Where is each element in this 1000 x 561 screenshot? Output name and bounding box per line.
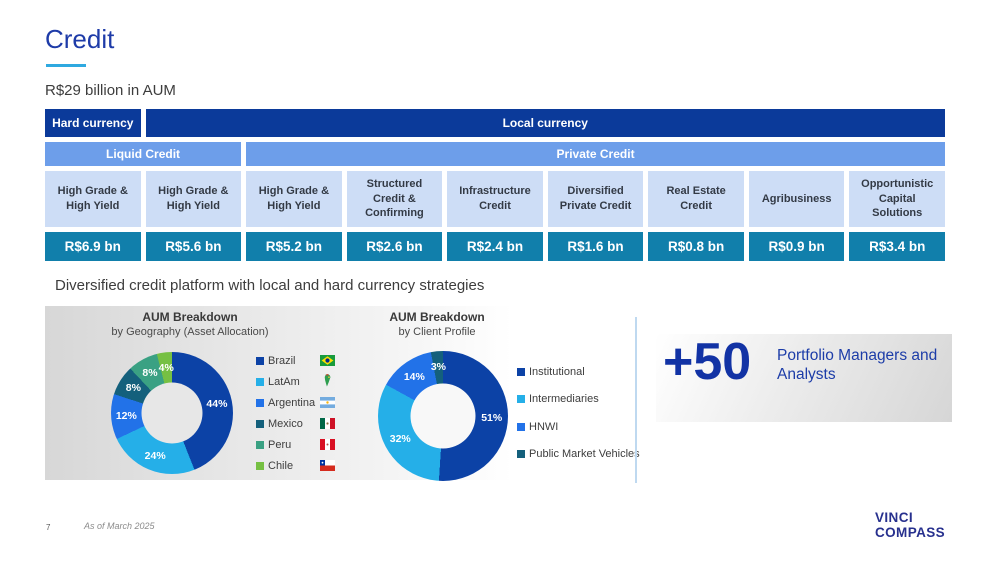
page-number: 7 <box>46 523 51 532</box>
legend-item: Intermediaries <box>517 393 640 405</box>
hard-currency-cell: Hard currency <box>45 109 141 137</box>
legend-item: Public Market Vehicles <box>517 448 640 460</box>
value-cell: R$1.6 bn <box>547 232 644 261</box>
chile-flag-icon <box>320 460 335 471</box>
chart-title: AUM Breakdown <box>389 310 485 324</box>
slice-label: 44% <box>206 398 228 411</box>
client-profile-legend: Institutional Intermediaries HNWI Public… <box>517 366 640 460</box>
value-cell: R$3.4 bn <box>849 232 945 261</box>
aum-headline: R$29 billion in AUM <box>45 82 176 99</box>
legend-swatch <box>517 395 525 403</box>
legend-item: Brazil <box>256 354 356 367</box>
legend-swatch <box>256 419 264 428</box>
legend-swatch <box>256 356 264 365</box>
highlight-number: +50 <box>663 333 752 391</box>
liquid-credit-cell: Liquid Credit <box>45 142 242 166</box>
vinci-compass-logo: VINCI COMPASS <box>875 510 945 540</box>
chart-subtitle: by Geography (Asset Allocation) <box>111 326 269 338</box>
legend-swatch <box>517 367 525 376</box>
aum-table: Hard currency Local currency Liquid Cred… <box>45 109 945 261</box>
slice-label: 14% <box>403 370 425 383</box>
latam-map-icon <box>324 374 331 387</box>
brazil-flag-icon <box>320 355 335 366</box>
legend-swatch <box>517 422 525 431</box>
category-cell: Agribusiness <box>748 171 845 227</box>
legend-item: Chile <box>256 459 356 472</box>
vertical-divider <box>635 317 637 483</box>
client-profile-donut-chart: 51% 32% 14% 3% <box>378 351 508 481</box>
private-credit-cell: Private Credit <box>246 142 945 166</box>
value-cell: R$5.6 bn <box>145 232 242 261</box>
as-of-note: As of March 2025 <box>84 521 155 531</box>
legend-swatch <box>256 440 264 449</box>
slice-label: 32% <box>389 433 411 446</box>
legend-label: Intermediaries <box>529 393 599 405</box>
page-title: Credit <box>45 24 115 54</box>
currency-row: Hard currency Local currency <box>45 109 945 137</box>
slice-label: 12% <box>115 409 137 422</box>
geography-donut-chart: 44% 24% 12% 8% 8% 4% <box>111 352 233 474</box>
legend-label: Mexico <box>268 417 303 430</box>
category-cell: Structured Credit & Confirming <box>346 171 443 227</box>
legend-label: Peru <box>268 438 292 451</box>
geography-chart-header: AUM Breakdown by Geography (Asset Alloca… <box>80 310 300 338</box>
chart-title: AUM Breakdown <box>142 310 238 324</box>
slice-label: 8% <box>125 382 141 395</box>
title-underline <box>46 64 86 67</box>
legend-item: Mexico <box>256 417 356 430</box>
legend-label: Argentina <box>268 396 316 409</box>
legend-label: Chile <box>268 459 294 472</box>
category-cell: High Grade & High Yield <box>45 171 141 227</box>
chart-subtitle: by Client Profile <box>398 326 476 338</box>
slice-label: 4% <box>158 361 174 374</box>
value-cell: R$0.9 bn <box>748 232 845 261</box>
platform-headline: Diversified credit platform with local a… <box>55 277 485 294</box>
category-row: High Grade & High Yield High Grade & Hig… <box>45 171 945 227</box>
legend-item: Institutional <box>517 365 640 378</box>
highlight-label: Portfolio Managers and Analysts <box>777 347 938 383</box>
legend-swatch <box>256 398 264 407</box>
local-currency-cell: Local currency <box>145 109 945 137</box>
slice-label: 8% <box>142 366 158 379</box>
value-cell: R$0.8 bn <box>648 232 744 261</box>
donut-hole <box>410 383 476 449</box>
value-cell: R$5.2 bn <box>246 232 342 261</box>
slice-label: 24% <box>144 449 166 462</box>
legend-label: HNWI <box>529 420 559 433</box>
legend-label: Institutional <box>529 365 585 378</box>
category-cell: High Grade & High Yield <box>246 171 342 227</box>
highlight-panel <box>656 334 952 422</box>
client-profile-chart-header: AUM Breakdown by Client Profile <box>327 310 547 338</box>
logo-line-1: VINCI <box>875 510 914 525</box>
value-cell: R$2.6 bn <box>346 232 443 261</box>
legend-label: LatAm <box>268 375 300 388</box>
value-cell: R$6.9 bn <box>45 232 141 261</box>
mexico-flag-icon <box>320 418 335 429</box>
legend-swatch <box>256 461 264 470</box>
legend-item: Argentina <box>256 396 356 409</box>
legend-swatch <box>256 377 264 386</box>
peru-flag-icon <box>320 439 335 450</box>
category-cell: Real Estate Credit <box>648 171 744 227</box>
legend-label: Brazil <box>268 354 296 367</box>
value-cell: R$2.4 bn <box>447 232 543 261</box>
category-cell: Infrastructure Credit <box>447 171 543 227</box>
legend-swatch <box>517 450 525 458</box>
argentina-flag-icon <box>320 397 335 408</box>
slice-label: 51% <box>481 411 503 424</box>
donut-hole <box>141 382 203 444</box>
category-cell: Opportunistic Capital Solutions <box>849 171 945 227</box>
category-cell: High Grade & High Yield <box>145 171 242 227</box>
legend-item: Peru <box>256 438 356 451</box>
value-row: R$6.9 bn R$5.6 bn R$5.2 bn R$2.6 bn R$2.… <box>45 232 945 261</box>
legend-item: LatAm <box>256 374 356 388</box>
category-cell: Diversified Private Credit <box>547 171 644 227</box>
logo-line-2: COMPASS <box>875 525 946 540</box>
credit-type-row: Liquid Credit Private Credit <box>45 142 945 166</box>
slice-label: 3% <box>430 361 446 374</box>
legend-label: Public Market Vehicles <box>529 448 640 460</box>
geography-legend: Brazil LatAm Argentina Mexico <box>256 354 356 472</box>
legend-item: HNWI <box>517 420 640 433</box>
